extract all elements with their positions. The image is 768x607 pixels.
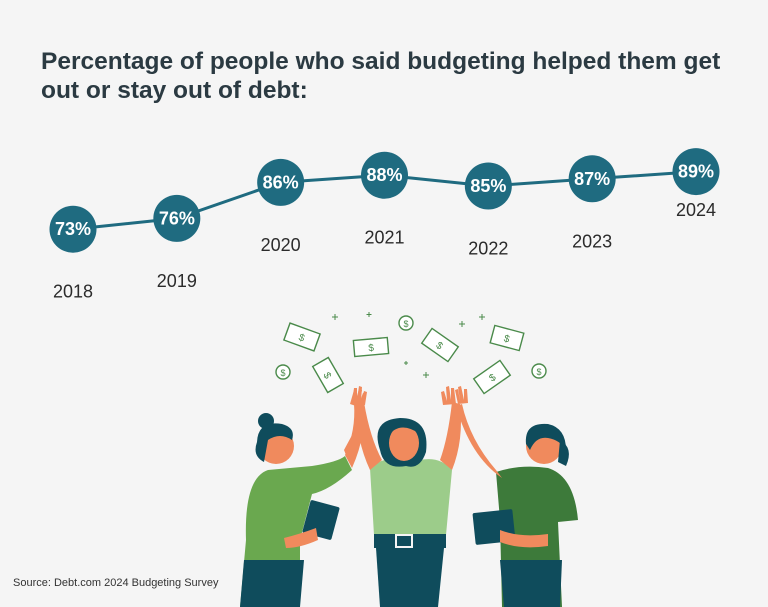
svg-text:$: $ xyxy=(368,343,375,354)
data-point xyxy=(153,194,201,242)
middle-woman xyxy=(352,386,461,607)
svg-text:$: $ xyxy=(403,319,408,329)
data-label: 87% xyxy=(574,169,610,189)
data-point xyxy=(49,205,97,253)
data-label: 76% xyxy=(159,208,195,228)
data-label: 88% xyxy=(366,165,402,185)
left-woman xyxy=(240,389,366,607)
data-point xyxy=(257,158,305,206)
svg-text:$: $ xyxy=(321,371,334,382)
svg-text:$: $ xyxy=(487,372,498,384)
svg-text:$: $ xyxy=(536,367,541,377)
source-note: Source: Debt.com 2024 Budgeting Survey xyxy=(13,577,219,589)
svg-text:$: $ xyxy=(503,333,512,345)
data-point xyxy=(464,162,512,210)
data-label: 86% xyxy=(263,172,299,192)
x-tick-label: 2018 xyxy=(53,282,93,302)
data-point xyxy=(361,151,408,199)
x-tick-label: 2022 xyxy=(468,239,508,259)
x-tick-label: 2020 xyxy=(261,235,301,255)
right-woman xyxy=(455,386,578,607)
svg-text:$: $ xyxy=(434,340,445,352)
data-label: 85% xyxy=(470,176,506,196)
x-tick-label: 2023 xyxy=(572,231,612,251)
data-point xyxy=(568,155,616,203)
data-label: 89% xyxy=(678,162,714,182)
x-tick-labels-layer: 2018 2019 2020 2021 2022 2023 2024 xyxy=(53,200,716,302)
data-point xyxy=(672,148,720,196)
data-points-layer: 73% 76% 86% 88% 85% 87% 89% xyxy=(49,148,720,253)
data-label: 73% xyxy=(55,219,91,239)
svg-text:$: $ xyxy=(297,332,306,344)
x-tick-label: 2024 xyxy=(676,200,716,220)
falling-money-icons: $ $ $ $ $ $ $ $ $ xyxy=(275,312,547,395)
x-tick-label: 2019 xyxy=(157,271,197,291)
svg-text:$: $ xyxy=(280,368,285,378)
chart-title: Percentage of people who said budgeting … xyxy=(41,48,721,104)
x-tick-label: 2021 xyxy=(364,228,404,248)
